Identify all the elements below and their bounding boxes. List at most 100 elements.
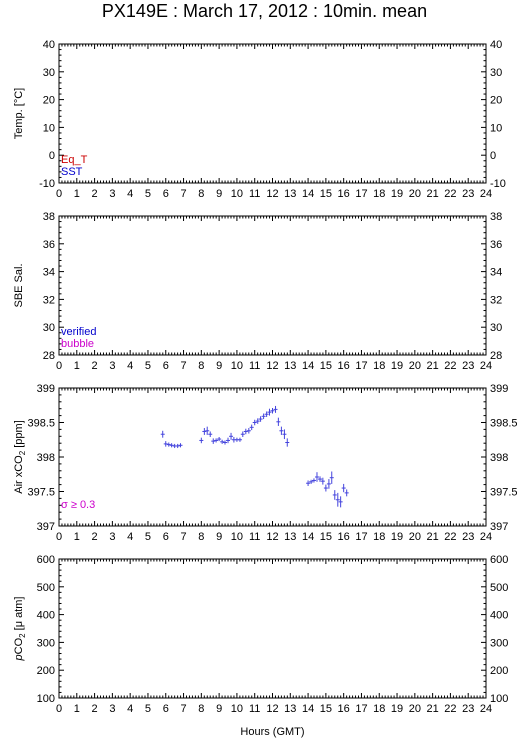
y-tick-label-right: 100 [490, 693, 508, 705]
x-tick-label: 17 [355, 188, 367, 200]
x-tick-label: 16 [338, 703, 350, 715]
legend-entry: verified [61, 326, 96, 338]
x-axis-label: Hours (GMT) [240, 726, 304, 738]
panel-2: 0 1 2 3 4 5 6 7 8 9 10 11 12 13 14 15 16 17 18 19 20 21 22 23 24… [13, 211, 502, 372]
x-tick-label: 9 [216, 703, 222, 715]
x-tick-label: 3 [109, 531, 115, 543]
x-tick-label: 9 [216, 360, 222, 372]
y-tick-label-left: 30 [43, 322, 55, 334]
legend-entry: SST [61, 166, 83, 178]
x-tick-label: 12 [266, 188, 278, 200]
x-tick-label: 2 [92, 531, 98, 543]
sigma-annotation: σ ≥ 0.3 [61, 499, 95, 511]
y-tick-label-left: 32 [43, 294, 55, 306]
y-tick-label-left: 38 [43, 211, 55, 223]
x-tick-label: 10 [231, 360, 243, 372]
y-tick-label-right: 36 [490, 239, 502, 251]
x-tick-label: 21 [427, 531, 439, 543]
x-tick-label: 23 [462, 703, 474, 715]
y-tick-label-right: 28 [490, 350, 502, 362]
plot-frame [58, 43, 487, 184]
y-tick-label-left: 600 [37, 554, 55, 566]
x-tick-label: 13 [284, 703, 296, 715]
y-tick-label-left: 200 [37, 665, 55, 677]
x-tick-label: 21 [427, 188, 439, 200]
x-tick-label: 8 [198, 703, 204, 715]
x-tick-label: 6 [163, 703, 169, 715]
x-tick-label: 7 [180, 360, 186, 372]
y-tick-label-left: 398 [37, 452, 55, 464]
x-tick-label: 4 [127, 360, 133, 372]
x-tick-label: 23 [462, 531, 474, 543]
x-tick-label: 14 [302, 531, 314, 543]
x-tick-label: 3 [109, 703, 115, 715]
x-tick-label: 5 [145, 188, 151, 200]
x-tick-label: 21 [427, 703, 439, 715]
x-tick-label: 24 [480, 531, 492, 543]
x-tick-label: 14 [302, 703, 314, 715]
y-tick-label-right: 32 [490, 294, 502, 306]
y-tick-label-left: 100 [37, 693, 55, 705]
x-tick-label: 10 [231, 703, 243, 715]
x-tick-label: 12 [266, 703, 278, 715]
x-tick-label: 6 [163, 531, 169, 543]
x-tick-label: 8 [198, 360, 204, 372]
x-tick-label: 0 [56, 360, 62, 372]
x-tick-label: 13 [284, 531, 296, 543]
y-tick-label-right: 38 [490, 211, 502, 223]
x-tick-label: 8 [198, 531, 204, 543]
x-tick-label: 20 [409, 703, 421, 715]
x-tick-label: 17 [355, 360, 367, 372]
x-tick-label: 8 [198, 188, 204, 200]
y-axis-label: pCO2 [μ atm] [13, 597, 27, 662]
x-tick-label: 15 [320, 360, 332, 372]
x-tick-label: 1 [74, 703, 80, 715]
y-tick-label-right: 400 [490, 610, 508, 622]
x-tick-label: 0 [56, 188, 62, 200]
y-tick-label-left: 500 [37, 582, 55, 594]
x-tick-label: 20 [409, 531, 421, 543]
x-tick-label: 18 [373, 188, 385, 200]
x-tick-label: 7 [180, 188, 186, 200]
x-tick-label: 15 [320, 703, 332, 715]
y-tick-label-left: 397.5 [27, 487, 55, 499]
x-tick-label: 12 [266, 531, 278, 543]
x-tick-label: 11 [249, 188, 260, 200]
x-tick-label: 20 [409, 360, 421, 372]
x-tick-label: 19 [391, 703, 403, 715]
x-tick-label: 5 [145, 531, 151, 543]
x-tick-label: 24 [480, 188, 492, 200]
y-tick-label-left: 300 [37, 637, 55, 649]
y-tick-label-left: 397 [37, 521, 55, 533]
x-tick-label: 4 [127, 188, 133, 200]
x-tick-label: 19 [391, 188, 403, 200]
x-tick-label: 2 [92, 360, 98, 372]
y-tick-label-right: 20 [490, 95, 502, 107]
x-tick-label: 11 [249, 531, 260, 543]
y-tick-label-left: 399 [37, 383, 55, 395]
y-tick-label-right: 397.5 [490, 487, 518, 499]
x-tick-label: 20 [409, 188, 421, 200]
y-tick-label-right: 30 [490, 322, 502, 334]
y-tick-label-left: 36 [43, 239, 55, 251]
y-tick-label-left: 0 [49, 150, 55, 162]
x-tick-label: 1 [74, 188, 80, 200]
y-tick-label-right: -10 [490, 178, 506, 190]
y-tick-label-right: 40 [490, 39, 502, 51]
x-tick-label: 4 [127, 531, 133, 543]
y-tick-label-right: 399 [490, 383, 508, 395]
y-tick-label-left: 400 [37, 610, 55, 622]
panel-3: 0 1 2 3 4 5 6 7 8 9 10 11 12 13 14 15 16 17 18 19 20 21 22 23 24… [13, 383, 518, 543]
x-tick-label: 22 [444, 188, 456, 200]
y-tick-label-left: 20 [43, 95, 55, 107]
y-tick-label-left: 30 [43, 67, 55, 79]
x-tick-label: 23 [462, 188, 474, 200]
legend-entry: bubble [61, 338, 94, 350]
y-axis-label: SBE Sal. [13, 263, 25, 307]
x-tick-label: 14 [302, 360, 314, 372]
panel-4: 0 1 2 3 4 5 6 7 8 9 10 11 12 13 14 15 16 17 18 19 20 21 22 23 24… [13, 554, 508, 738]
x-tick-label: 19 [391, 360, 403, 372]
x-tick-label: 6 [163, 188, 169, 200]
y-tick-label-right: 398.5 [490, 418, 518, 430]
